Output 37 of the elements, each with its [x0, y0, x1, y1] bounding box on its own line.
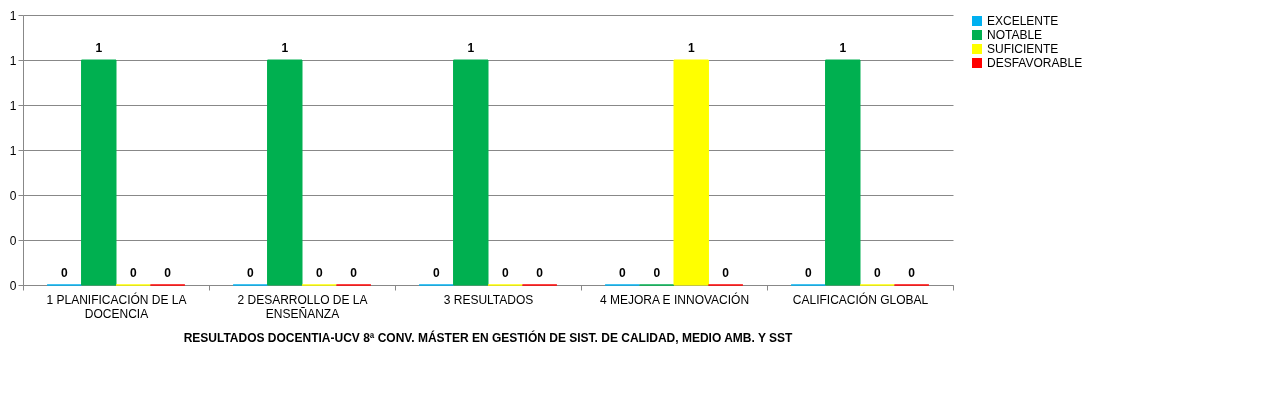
x-tick-label: 1 PLANIFICACIÓN DE LA DOCENCIA [46, 291, 187, 321]
x-tick-label: 4 MEJORA E INNOVACIÓN [599, 291, 750, 307]
data-label: 0 [873, 266, 881, 280]
text: RESULTADOS DOCENTIA-UCV 8ª CONV. MÁSTER EN GESTIÓN DE SIST. DE CALIDAD, MEDIO AMB. Y SST [183, 330, 794, 345]
y-tick-label: 0 [9, 188, 17, 203]
data-label: 0 [536, 266, 544, 280]
data-label: 0 [164, 266, 172, 280]
y-tick-label: 1 [9, 8, 17, 23]
y-tick-label: 1 [9, 143, 17, 158]
data-label: 0 [350, 266, 358, 280]
x-tick-label: CALIFICACIÓN GLOBAL [792, 291, 929, 307]
x-tick-label: 3 RESULTADOS [443, 292, 534, 307]
data-label: 0 [315, 266, 323, 280]
data-label: 0 [653, 266, 661, 280]
data-label: 0 [618, 266, 626, 280]
y-tick-label: 0 [9, 278, 17, 293]
data-label: 0 [129, 266, 137, 280]
data-label: 0 [501, 266, 509, 280]
data-label: 1 [95, 41, 103, 55]
legend-label: DESFAVORABLE [987, 56, 1083, 70]
legend-label: SUFICIENTE [987, 42, 1059, 56]
x-tick-label: 2 DESARROLLO DE LA ENSEÑANZA [237, 292, 368, 321]
legend-label: EXCELENTE [987, 14, 1059, 28]
y-tick-label: 1 [9, 98, 17, 113]
data-label: 0 [722, 266, 730, 280]
data-label: 1 [467, 41, 475, 55]
y-tick-label: 1 [9, 53, 17, 68]
data-label: 1 [281, 41, 289, 55]
legend-label: NOTABLE [987, 28, 1043, 42]
data-label: 0 [908, 266, 916, 280]
data-label: 0 [804, 266, 812, 280]
data-label: 1 [687, 41, 695, 55]
data-label: 0 [246, 266, 254, 280]
data-label: 1 [839, 41, 847, 55]
data-label: 0 [60, 266, 68, 280]
data-label: 0 [432, 266, 440, 280]
y-tick-label: 0 [9, 233, 17, 248]
